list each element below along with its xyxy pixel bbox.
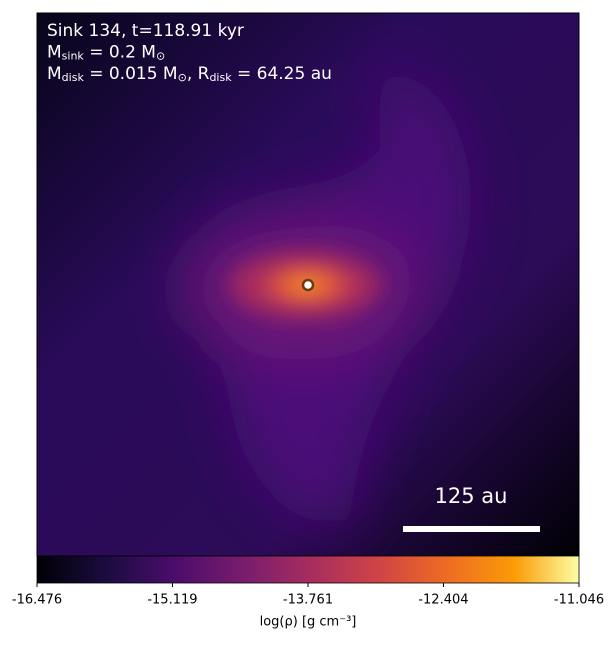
annotation-text: = 0.015 M [84, 64, 178, 84]
scale-bar-label: 125 au [435, 484, 508, 508]
annotation: Sink 134, t=118.91 kyr [47, 21, 244, 41]
annotation-text: Sink 134, t=118.91 kyr [47, 21, 244, 41]
tick-label: -12.404 [418, 593, 468, 608]
colorbar-label: log(ρ) [g cm⁻³] [260, 615, 357, 630]
subscript: disk [209, 71, 232, 84]
tick-label: -11.046 [554, 593, 604, 608]
subscript: sink [62, 50, 85, 63]
annotation-text: , R [187, 64, 210, 84]
subscript: disk [62, 71, 85, 84]
annotation-text: M [47, 43, 62, 63]
annotation: Mdisk = 0.015 M⊙, Rdisk = 64.25 au [47, 64, 332, 84]
colorbar-ticks: -16.476 -15.119 -13.761 -12.404 -11.046 [12, 583, 604, 608]
tick-label: -15.119 [147, 593, 197, 608]
colorbar [36, 555, 580, 584]
tick-label: -16.476 [12, 593, 62, 608]
subscript: ⊙ [178, 71, 187, 84]
annotation-text: = 0.2 M [84, 43, 156, 63]
annotation-text: = 64.25 au [232, 64, 332, 84]
density-image [37, 13, 579, 556]
subscript: ⊙ [156, 50, 165, 63]
tick-label: -13.761 [283, 593, 333, 608]
annotation-text: M [47, 64, 62, 84]
annotation: Msink = 0.2 M⊙ [47, 43, 165, 63]
scale-bar [403, 526, 540, 532]
sink-marker [301, 278, 315, 292]
